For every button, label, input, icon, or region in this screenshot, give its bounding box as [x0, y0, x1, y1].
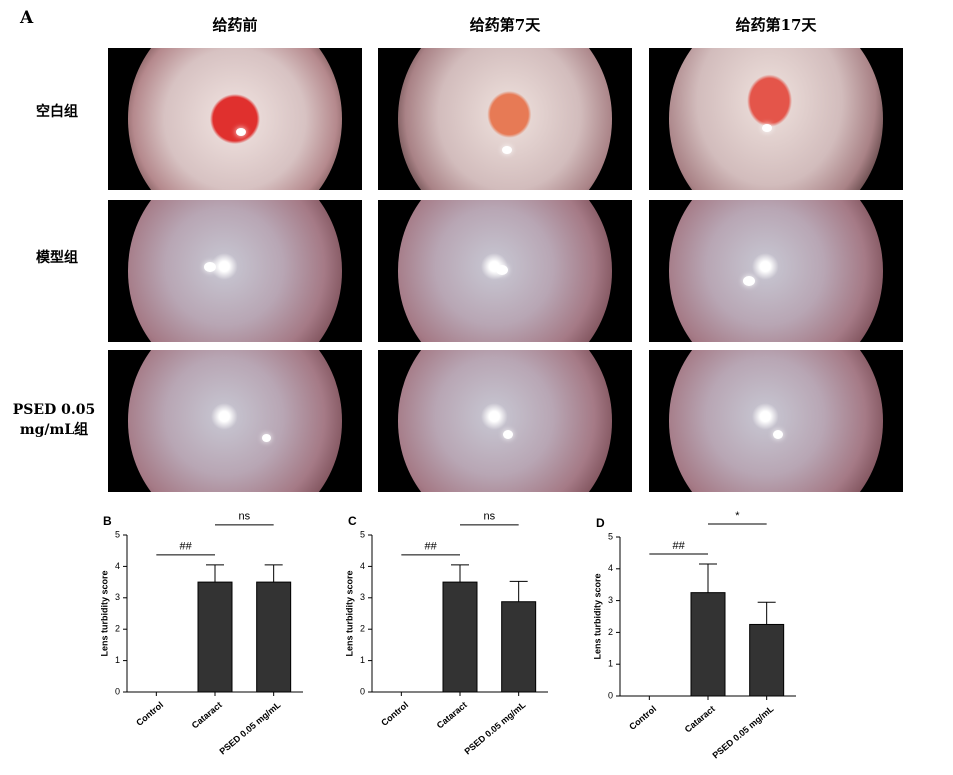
panel-label: A: [20, 8, 34, 28]
y-axis-label: Lens turbidity score: [99, 570, 109, 656]
x-tick-label: Cataract: [683, 704, 717, 735]
panel-label: B: [103, 514, 112, 528]
significance-label: ##: [425, 541, 438, 553]
y-tick-label: 4: [608, 563, 613, 573]
row-label: 空白组: [36, 104, 78, 120]
y-tick-label: 1: [115, 655, 120, 665]
row-label: PSED 0.05 mg/mL组: [12, 402, 96, 438]
significance-label: ##: [180, 541, 193, 553]
eye-photo: [649, 350, 903, 492]
eye-photo: [649, 48, 903, 190]
y-tick-label: 2: [608, 627, 613, 637]
y-tick-label: 1: [360, 655, 365, 665]
eye-photo: [108, 350, 362, 492]
y-tick-label: 3: [115, 592, 120, 602]
x-tick-label: Cataract: [190, 700, 224, 731]
y-tick-label: 3: [608, 595, 613, 605]
eye-photo: [108, 48, 362, 190]
eye-photo: [378, 200, 632, 342]
x-tick-label: Control: [134, 700, 165, 728]
significance-label: *: [735, 510, 740, 522]
y-tick-label: 2: [115, 624, 120, 634]
x-tick-label: Control: [379, 700, 410, 728]
column-header: 给药第17天: [735, 16, 817, 34]
bar: [256, 581, 292, 693]
x-tick-label: PSED 0.05 mg/mL: [217, 699, 282, 756]
bar: [690, 592, 726, 697]
x-tick-label: Cataract: [435, 700, 469, 731]
x-tick-label: PSED 0.05 mg/mL: [710, 703, 775, 760]
row-label: 模型组: [36, 250, 78, 266]
eye-photo: [378, 48, 632, 190]
y-tick-label: 4: [115, 561, 120, 571]
bar: [197, 581, 233, 693]
y-axis-label: Lens turbidity score: [592, 573, 602, 659]
significance-label: ns: [484, 511, 496, 523]
y-tick-label: 5: [360, 529, 365, 539]
column-header: 给药第7天: [469, 16, 541, 34]
eye-photo: [649, 200, 903, 342]
y-tick-label: 0: [115, 686, 120, 696]
y-tick-label: 1: [608, 659, 613, 669]
y-tick-label: 2: [360, 624, 365, 634]
significance-label: ##: [673, 540, 686, 552]
bar: [749, 623, 785, 697]
y-tick-label: 5: [115, 529, 120, 539]
y-tick-label: 0: [360, 686, 365, 696]
panel-label: D: [596, 516, 605, 530]
x-tick-label: PSED 0.05 mg/mL: [462, 699, 527, 756]
panel-label: C: [348, 514, 357, 528]
y-tick-label: 4: [360, 561, 365, 571]
x-tick-label: Control: [627, 704, 658, 732]
bar: [442, 581, 478, 693]
eye-photo: [108, 200, 362, 342]
column-header: 给药前: [212, 16, 258, 34]
eye-photo: [378, 350, 632, 492]
y-axis-label: Lens turbidity score: [344, 570, 354, 656]
significance-label: ns: [239, 511, 251, 523]
y-tick-label: 0: [608, 690, 613, 700]
bar: [501, 601, 537, 693]
y-tick-label: 5: [608, 531, 613, 541]
y-tick-label: 3: [360, 592, 365, 602]
